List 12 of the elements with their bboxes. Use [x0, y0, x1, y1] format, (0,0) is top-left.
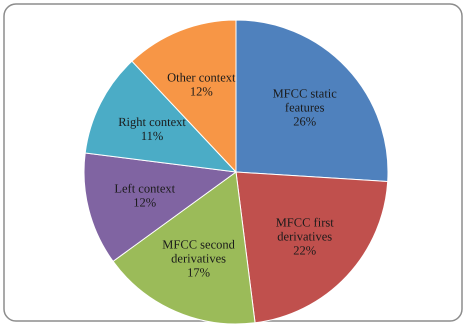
data-label: 12% — [190, 84, 213, 98]
slice-label: MFCC static features — [272, 86, 338, 114]
slice-label: MFCC second derivatives — [162, 237, 236, 266]
data-label: 17% — [187, 265, 210, 280]
slice-label: Left context — [114, 181, 176, 196]
slice-label: Other context — [167, 70, 236, 84]
data-label: 11% — [140, 129, 164, 144]
slice-label: Right context — [118, 115, 186, 130]
data-label: 26% — [293, 114, 316, 128]
data-label: 12% — [133, 195, 156, 210]
data-label: 22% — [293, 244, 316, 258]
slice-label: MFCC first derivatives — [276, 216, 334, 244]
